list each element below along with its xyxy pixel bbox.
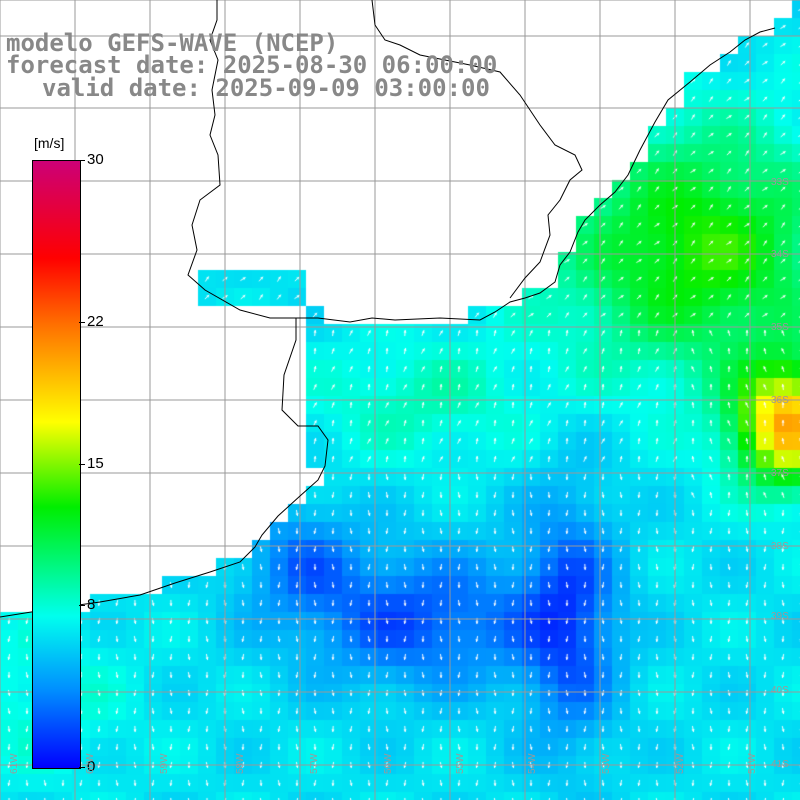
colorbar-tick-label: 0	[87, 758, 96, 775]
latitude-label: 41S	[771, 759, 789, 770]
forecast-date: forecast date: 2025-08-30 06:00:00	[6, 51, 498, 79]
longitude-label: 59W	[159, 753, 170, 774]
latitude-label: 33S	[771, 177, 789, 188]
colorbar-unit: [m/s]	[34, 135, 65, 151]
longitude-label: 52W	[675, 753, 686, 774]
colorbar-tick	[79, 160, 85, 161]
latitude-label: 34S	[771, 249, 789, 260]
colorbar-tick	[79, 463, 85, 465]
longitude-label: 58W	[235, 753, 246, 774]
longitude-label: 56W	[383, 753, 394, 774]
colorbar-tick-label: 22	[87, 312, 104, 330]
longitude-label: 51W	[747, 753, 758, 774]
longitude-label: 54W	[527, 753, 538, 774]
longitude-label: 61W	[9, 753, 20, 774]
longitude-label: 57W	[309, 753, 320, 774]
colorbar-tick	[79, 321, 85, 323]
coastline	[0, 27, 776, 618]
latitude-label: 39S	[771, 611, 789, 622]
latitude-label: 37S	[771, 468, 789, 479]
latitude-label: 40S	[771, 685, 789, 696]
longitude-label: 60W	[85, 753, 96, 774]
colorbar-tick-label: 30	[87, 151, 104, 168]
colorbar-tick-label: 8	[87, 596, 96, 614]
colorbar	[32, 160, 81, 769]
colorbar-tick	[79, 605, 85, 607]
country-border	[187, 0, 583, 319]
latitude-label: 35S	[771, 322, 789, 333]
model-title: modelo GEFS-WAVE (NCEP)	[6, 29, 339, 57]
colorbar-tick	[79, 767, 85, 768]
longitude-label: 53W	[601, 753, 612, 774]
colorbar-tick-label: 15	[87, 454, 104, 472]
longitude-label: 55W	[455, 753, 466, 774]
latitude-label: 38S	[771, 541, 789, 552]
valid-date: valid date: 2025-09-09 03:00:00	[42, 74, 490, 102]
latitude-label: 36S	[771, 395, 789, 406]
